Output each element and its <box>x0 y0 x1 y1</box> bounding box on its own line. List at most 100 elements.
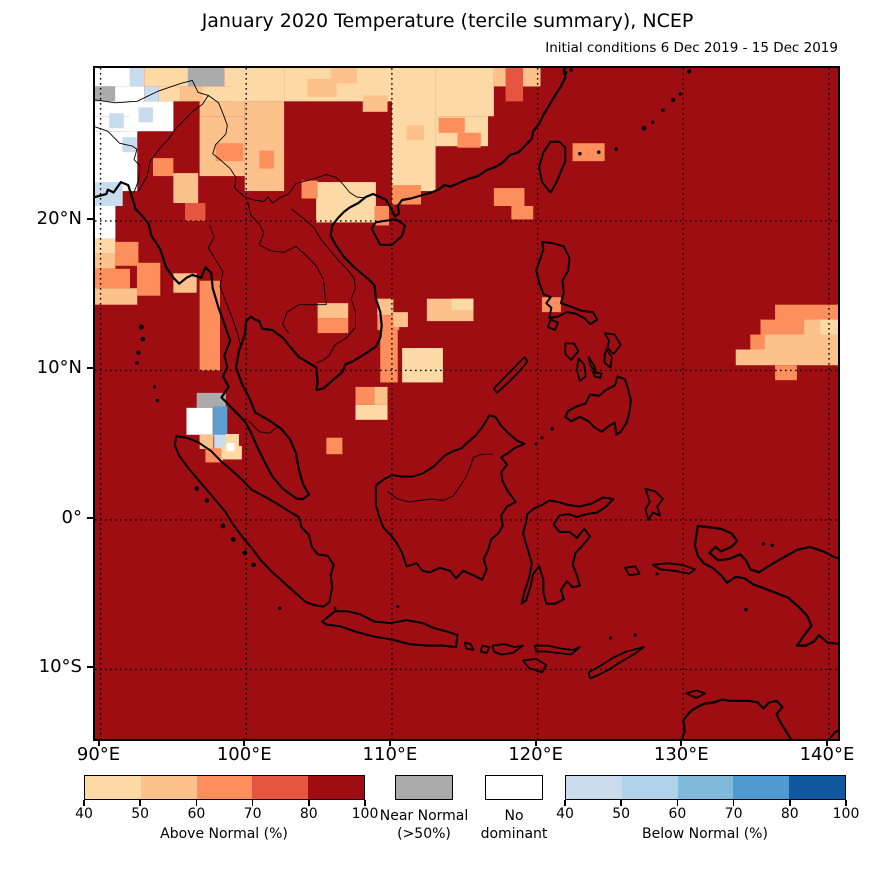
island-dot <box>596 150 601 154</box>
colorbar-tick-mark <box>564 800 566 806</box>
map-cell <box>406 125 424 141</box>
map-cell <box>451 298 474 310</box>
above-normal-caption: Above Normal (%) <box>160 826 288 842</box>
map-cell <box>95 238 116 254</box>
map-cell <box>152 158 174 177</box>
colorbar-tick-mark <box>732 800 735 806</box>
colorbar-segment <box>252 776 309 799</box>
colorbar-segment <box>677 776 734 799</box>
island-dot <box>744 607 748 612</box>
island-dot <box>540 436 544 440</box>
x-tick-label: 130°E <box>653 744 709 765</box>
map-cell <box>158 86 181 102</box>
island-dot <box>140 336 145 342</box>
map-cell <box>199 101 245 117</box>
island-dot <box>678 92 683 96</box>
island-dot <box>578 151 582 156</box>
colorbar-tick-label: 60 <box>668 806 687 822</box>
colorbar-tick-mark <box>83 800 85 806</box>
island-dot <box>152 385 157 389</box>
no-dominant-caption-line1: No <box>504 808 524 824</box>
island-dot <box>686 69 692 74</box>
island-dot <box>655 572 659 576</box>
map-cell <box>493 188 525 206</box>
map-cell <box>391 185 422 205</box>
map-cell <box>95 86 116 102</box>
map-cell <box>129 68 145 87</box>
x-tick-label: 120°E <box>508 744 563 765</box>
y-tick-label: 0° <box>61 506 82 528</box>
map-cell <box>362 95 388 112</box>
map-cell <box>115 241 139 266</box>
near-normal-caption-line2: (>50%) <box>397 826 451 842</box>
colorbar-tick-label: 70 <box>724 806 743 822</box>
x-tick-mark <box>680 739 683 746</box>
map-cell <box>199 280 220 371</box>
map-cell <box>115 86 145 102</box>
colorbar-segment <box>789 776 845 799</box>
x-tick-mark <box>97 739 100 746</box>
map-cell <box>380 330 398 383</box>
map-cell <box>317 318 349 334</box>
island-dot <box>251 562 256 568</box>
map-cell <box>355 404 388 420</box>
map-cell <box>457 132 481 148</box>
map-cell <box>764 334 838 366</box>
x-tick-label: 100°E <box>216 744 272 765</box>
map-cell <box>775 304 838 321</box>
map-cell <box>259 150 274 169</box>
y-tick-mark <box>87 367 94 370</box>
colorbar-tick-label: 80 <box>780 806 799 822</box>
island-dot <box>220 523 226 529</box>
colorbar-tick-mark <box>789 800 791 806</box>
near-normal-swatch <box>395 775 453 800</box>
graticule <box>95 68 838 739</box>
map-cell <box>109 113 124 129</box>
y-tick-label: 10°N <box>36 357 82 379</box>
map-cell <box>775 365 797 381</box>
island-dot <box>633 633 637 637</box>
no-dominant-caption-line2: dominant <box>480 826 548 842</box>
colorbar-tick-mark <box>308 800 310 806</box>
map-cell <box>523 68 541 87</box>
country-borders <box>95 79 493 503</box>
island-dot <box>650 120 655 125</box>
map-cell <box>215 143 244 162</box>
colorbar-tick-label: 80 <box>299 806 318 822</box>
colorbar-tick-label: 60 <box>187 806 206 822</box>
coastlines <box>95 68 838 739</box>
colorbar-tick-mark <box>676 800 679 806</box>
figure-title: January 2020 Temperature (tercile summar… <box>201 10 694 32</box>
island-dot <box>138 324 144 330</box>
island-dot <box>770 543 774 548</box>
map-cell <box>374 386 388 405</box>
island-dot <box>135 361 139 365</box>
map-cell <box>511 205 534 220</box>
map-cell <box>95 288 138 305</box>
colorbar-segment <box>140 776 197 799</box>
x-tick-label: 140°E <box>799 744 855 765</box>
map-cell <box>136 262 161 296</box>
map-cell <box>196 392 226 408</box>
x-tick-mark <box>534 739 537 746</box>
map-cell <box>226 442 235 452</box>
map-cell <box>355 386 375 405</box>
x-tick-mark <box>243 739 246 746</box>
island-dot <box>230 537 236 542</box>
x-tick-mark <box>388 739 391 746</box>
map-cell <box>95 68 130 87</box>
map-cell <box>144 68 188 87</box>
map-cell <box>224 68 245 87</box>
colorbar-segment <box>733 776 790 799</box>
colorbar-tick-label: 100 <box>832 806 860 822</box>
map-cell <box>138 107 153 123</box>
y-tick-mark <box>87 666 94 669</box>
island-dot <box>396 605 400 609</box>
map-cell <box>144 86 159 102</box>
map-canvas <box>95 68 838 739</box>
map-cell <box>307 78 337 97</box>
colorbar-tick-label: 100 <box>351 806 379 822</box>
colorbar-segment <box>621 776 678 799</box>
map-cell <box>541 297 561 313</box>
